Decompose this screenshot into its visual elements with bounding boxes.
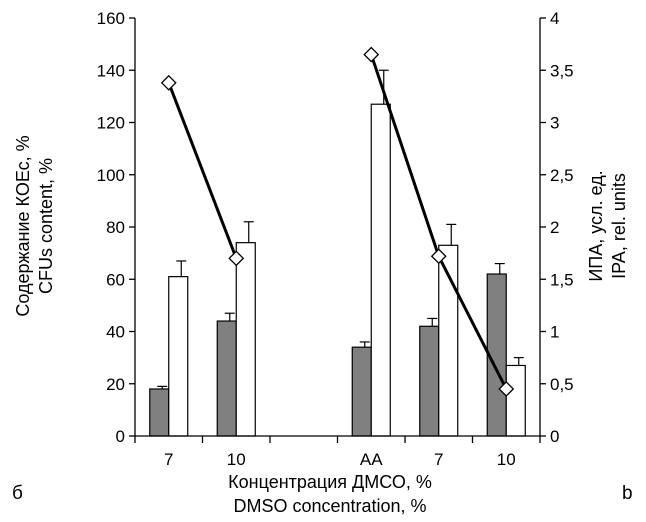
y-left-axis-title-en: CFUs content, % (36, 158, 56, 294)
bar-s1-1 (216, 320, 237, 437)
corner-label-right: b (622, 483, 633, 504)
x-tick-label-5: 10 (497, 450, 516, 469)
bar-s2-1 (235, 242, 256, 437)
y-right-axis-title-en: IPA, rel. units (609, 173, 629, 279)
y-left-axis-title-ru: Содержание КОЕс, % (13, 135, 33, 316)
x-tick-label-1: 10 (227, 450, 246, 469)
y-right-tick-label-3: 1,5 (550, 270, 574, 289)
bar-s1-0 (149, 388, 170, 437)
corner-label-left: б (12, 483, 23, 504)
y-left-tick-label-8: 160 (97, 9, 125, 28)
line-marker-3 (363, 46, 380, 63)
axes (129, 17, 546, 443)
line-marker-1 (228, 250, 245, 267)
y-right-tick-label-0: 0 (550, 427, 559, 446)
y-right-tick-label-7: 3,5 (550, 61, 574, 80)
y-right-tick-label-1: 0,5 (550, 375, 574, 394)
y-left-tick-label-1: 20 (106, 375, 125, 394)
ipa-line (160, 46, 515, 397)
y-right-axis-title-ru: ИПА, усл. ед. (586, 170, 606, 281)
y-right-tick-label-6: 3 (550, 114, 559, 133)
error-bars (157, 69, 524, 389)
line-marker-5 (498, 381, 515, 397)
bar-s2-5 (505, 364, 526, 437)
line-marker-0 (160, 74, 177, 91)
y-left-tick-label-7: 140 (97, 61, 125, 80)
line-marker-4 (430, 248, 447, 265)
x-tick-label-0: 7 (164, 450, 173, 469)
y-left-tick-label-4: 80 (106, 218, 125, 237)
y-left-tick-label-0: 0 (116, 427, 125, 446)
y-right-tick-label-5: 2,5 (550, 166, 574, 185)
x-axis-title-en: DMSO concentration, % (233, 496, 426, 516)
y-right-tick-label-8: 4 (550, 9, 559, 28)
bar-s2-3 (370, 103, 391, 437)
tick-labels: 0 20 40 60 80 100 120 140 160 0 0,5 1 1,5 2 2,5 3 3,5 4 7 1… (97, 9, 574, 469)
y-left-tick-label-5: 100 (97, 166, 125, 185)
x-tick-label-4: 7 (434, 450, 443, 469)
y-right-tick-label-2: 1 (550, 323, 559, 342)
y-left-tick-label-6: 120 (97, 114, 125, 133)
x-axis-title-ru: Концентрация ДМСО, % (228, 472, 432, 492)
bar-s2-0 (168, 276, 189, 437)
y-left-tick-label-3: 60 (106, 270, 125, 289)
bars (149, 103, 526, 437)
x-tick-label-3: AA (360, 450, 383, 469)
y-left-tick-label-2: 40 (106, 323, 125, 342)
y-right-tick-label-4: 2 (550, 218, 559, 237)
line-segment-0 (167, 82, 238, 259)
bar-s1-3 (351, 346, 372, 437)
bar-s1-4 (419, 325, 440, 437)
